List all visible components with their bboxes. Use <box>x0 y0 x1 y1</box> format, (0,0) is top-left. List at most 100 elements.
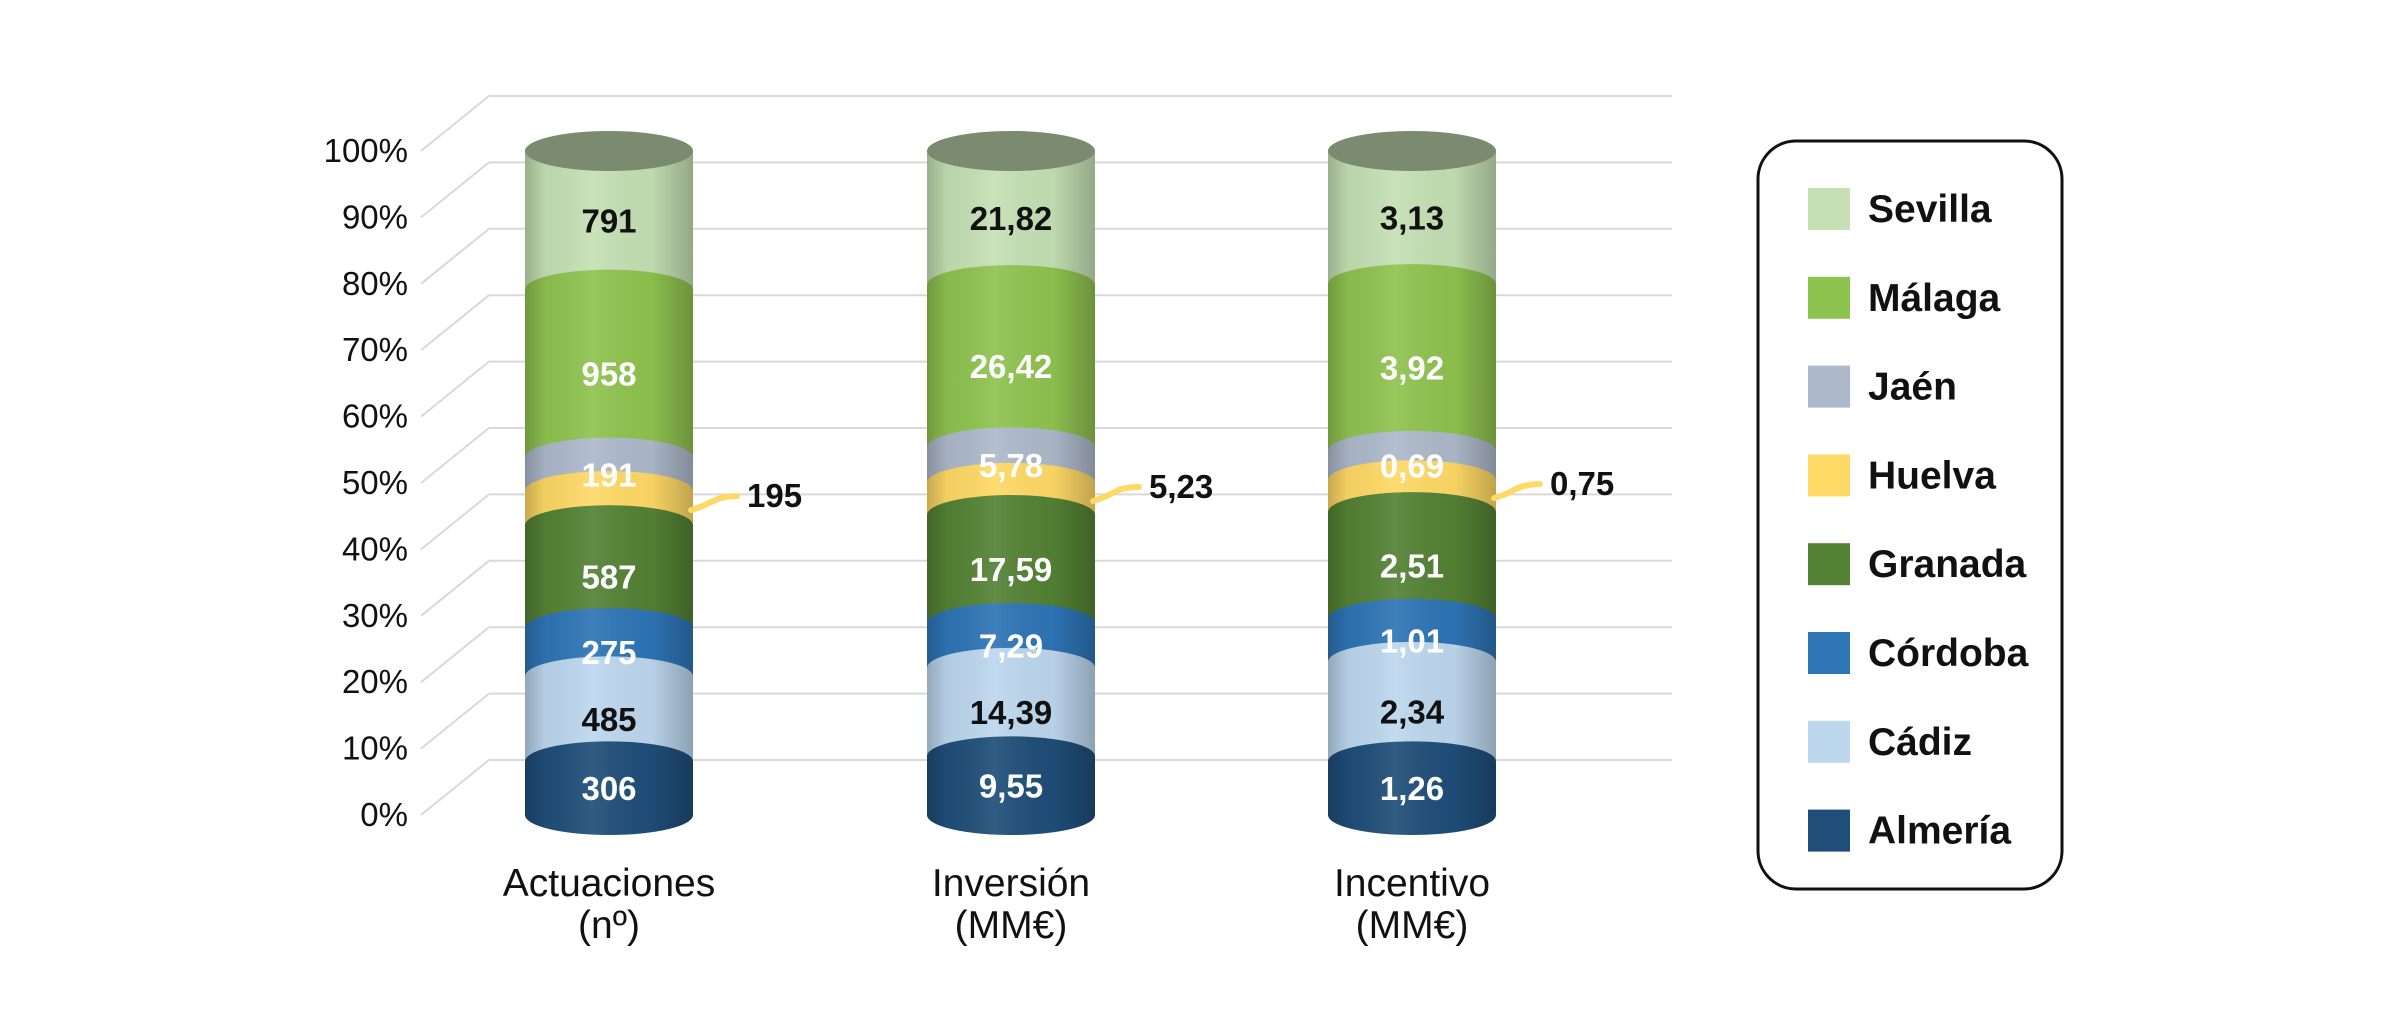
gridline-depth <box>420 626 490 683</box>
x-category-label: Actuaciones <box>503 862 715 905</box>
bar-segment-shading <box>525 131 693 310</box>
data-label: 195 <box>747 477 802 514</box>
data-label: 791 <box>581 202 636 239</box>
cylinder-bar-2: 1,26 2,34 1,01 2,51 0,69 3,92 3,13 <box>1328 131 1496 835</box>
x-category-label: (nº) <box>578 904 640 947</box>
data-label: 485 <box>581 701 636 738</box>
bar-segment-shading <box>1328 264 1496 471</box>
gridline-depth <box>420 427 490 484</box>
gridline-depth <box>420 95 490 152</box>
legend-label: Málaga <box>1868 277 2001 320</box>
legend-label: Sevilla <box>1868 188 1992 231</box>
legend-swatch <box>1808 809 1850 852</box>
gridline-depth <box>420 161 490 219</box>
data-label: 14,39 <box>970 694 1053 731</box>
legend-label: Huelva <box>1868 454 1996 497</box>
y-tick-label: 40% <box>342 530 408 567</box>
gridline-depth <box>420 493 490 551</box>
data-label: 26,42 <box>970 348 1053 385</box>
bar-top-cap <box>525 131 693 171</box>
bar-top-cap <box>927 131 1095 171</box>
legend-swatch <box>1808 276 1850 319</box>
legend-item-3: Huelva <box>1808 454 1996 497</box>
data-label: 5,78 <box>979 447 1043 484</box>
legend-label: Jaén <box>1868 366 1957 409</box>
legend-item-5: Córdoba <box>1808 632 2029 675</box>
legend-item-1: Málaga <box>1808 276 2001 320</box>
x-category-label: (MM€) <box>955 904 1068 947</box>
x-axis-categories: Actuaciones(nº)Inversión(MM€)Incentivo(M… <box>503 862 1490 947</box>
y-tick-label: 80% <box>342 265 408 302</box>
data-label: 5,23 <box>1149 468 1213 505</box>
data-label: 0,75 <box>1550 465 1614 502</box>
data-label: 191 <box>581 456 636 493</box>
data-label: 275 <box>581 634 636 671</box>
data-label: 306 <box>581 770 636 807</box>
legend-swatch <box>1808 632 1850 674</box>
bar-segment-shading <box>525 741 693 835</box>
data-label: 9,55 <box>979 768 1043 805</box>
gridline-depth <box>420 360 490 418</box>
legend-label: Granada <box>1868 543 2027 586</box>
data-label: 17,59 <box>970 551 1053 588</box>
legend-item-2: Jaén <box>1808 365 1957 409</box>
y-tick-label: 90% <box>342 198 408 235</box>
legend-swatch <box>1808 543 1850 586</box>
cylinder-bars: 306 485 275 587 191 958 791 9,55 14,39 7,29 17,59 5… <box>525 131 1496 835</box>
y-tick-label: 60% <box>342 398 408 435</box>
y-tick-label: 50% <box>342 464 408 501</box>
y-tick-label: 30% <box>342 597 408 634</box>
bar-segment-shading <box>927 265 1095 468</box>
legend: Sevilla Málaga Jaén Huelva Granada Córdoba Cád… <box>1756 139 2064 891</box>
gridline-depth <box>420 294 490 351</box>
data-label: 21,82 <box>970 200 1053 237</box>
legend-item-4: Granada <box>1808 543 2027 586</box>
y-tick-label: 100% <box>324 132 408 169</box>
bar-top-cap <box>1328 131 1496 171</box>
data-label: 7,29 <box>979 628 1043 665</box>
bar-segment-shading <box>927 736 1095 835</box>
x-category-label: (MM€) <box>1356 904 1469 947</box>
legend-label: Cádiz <box>1868 721 1972 764</box>
y-tick-label: 20% <box>342 663 408 700</box>
legend-item-7: Almería <box>1808 809 2011 853</box>
y-tick-label: 0% <box>360 796 408 833</box>
data-label: 958 <box>581 356 636 393</box>
data-label: 2,34 <box>1380 694 1445 731</box>
legend-swatch <box>1808 188 1850 230</box>
callout-labels: 195 5,23 0,75 <box>688 465 1614 514</box>
gridline-depth <box>420 692 490 750</box>
x-category-label: Inversión <box>932 862 1090 905</box>
legend-swatch <box>1808 365 1850 408</box>
legend-swatch <box>1808 720 1850 763</box>
data-label: 0,69 <box>1380 448 1444 485</box>
x-category-label: Incentivo <box>1334 862 1490 905</box>
y-tick-label: 70% <box>342 331 408 368</box>
legend-item-0: Sevilla <box>1808 188 1992 231</box>
gridline-depth <box>420 560 490 617</box>
data-label: 587 <box>581 559 636 596</box>
gridline-depth <box>420 228 490 285</box>
callout-leader <box>688 493 740 514</box>
callout-leader <box>1491 481 1543 502</box>
legend-label: Almería <box>1868 810 2011 853</box>
callout-leader <box>1090 483 1142 504</box>
legend-swatch <box>1808 454 1850 497</box>
data-label: 1,26 <box>1380 770 1444 807</box>
cylinder-bar-0: 306 485 275 587 191 958 791 <box>525 131 693 835</box>
bar-segment-shading <box>1328 131 1496 305</box>
bar-segment-shading <box>1328 741 1496 835</box>
bar-segment-shading <box>927 131 1095 306</box>
cylinder-bar-1: 9,55 14,39 7,29 17,59 5,78 26,42 21,82 <box>927 131 1095 835</box>
y-tick-label: 10% <box>342 730 408 767</box>
y-axis-ticks: 0% 10% 20% 30% 40% 50% 60% 70% 80% 90% 100% <box>324 132 408 833</box>
bar-segment-shading <box>525 269 693 478</box>
data-label: 3,13 <box>1380 200 1444 237</box>
data-label: 2,51 <box>1380 548 1444 585</box>
data-label: 1,01 <box>1380 622 1444 659</box>
legend-label: Córdoba <box>1868 632 2029 675</box>
legend-frame <box>1756 139 2064 891</box>
legend-item-6: Cádiz <box>1808 720 1972 764</box>
gridline-depth <box>420 759 490 816</box>
